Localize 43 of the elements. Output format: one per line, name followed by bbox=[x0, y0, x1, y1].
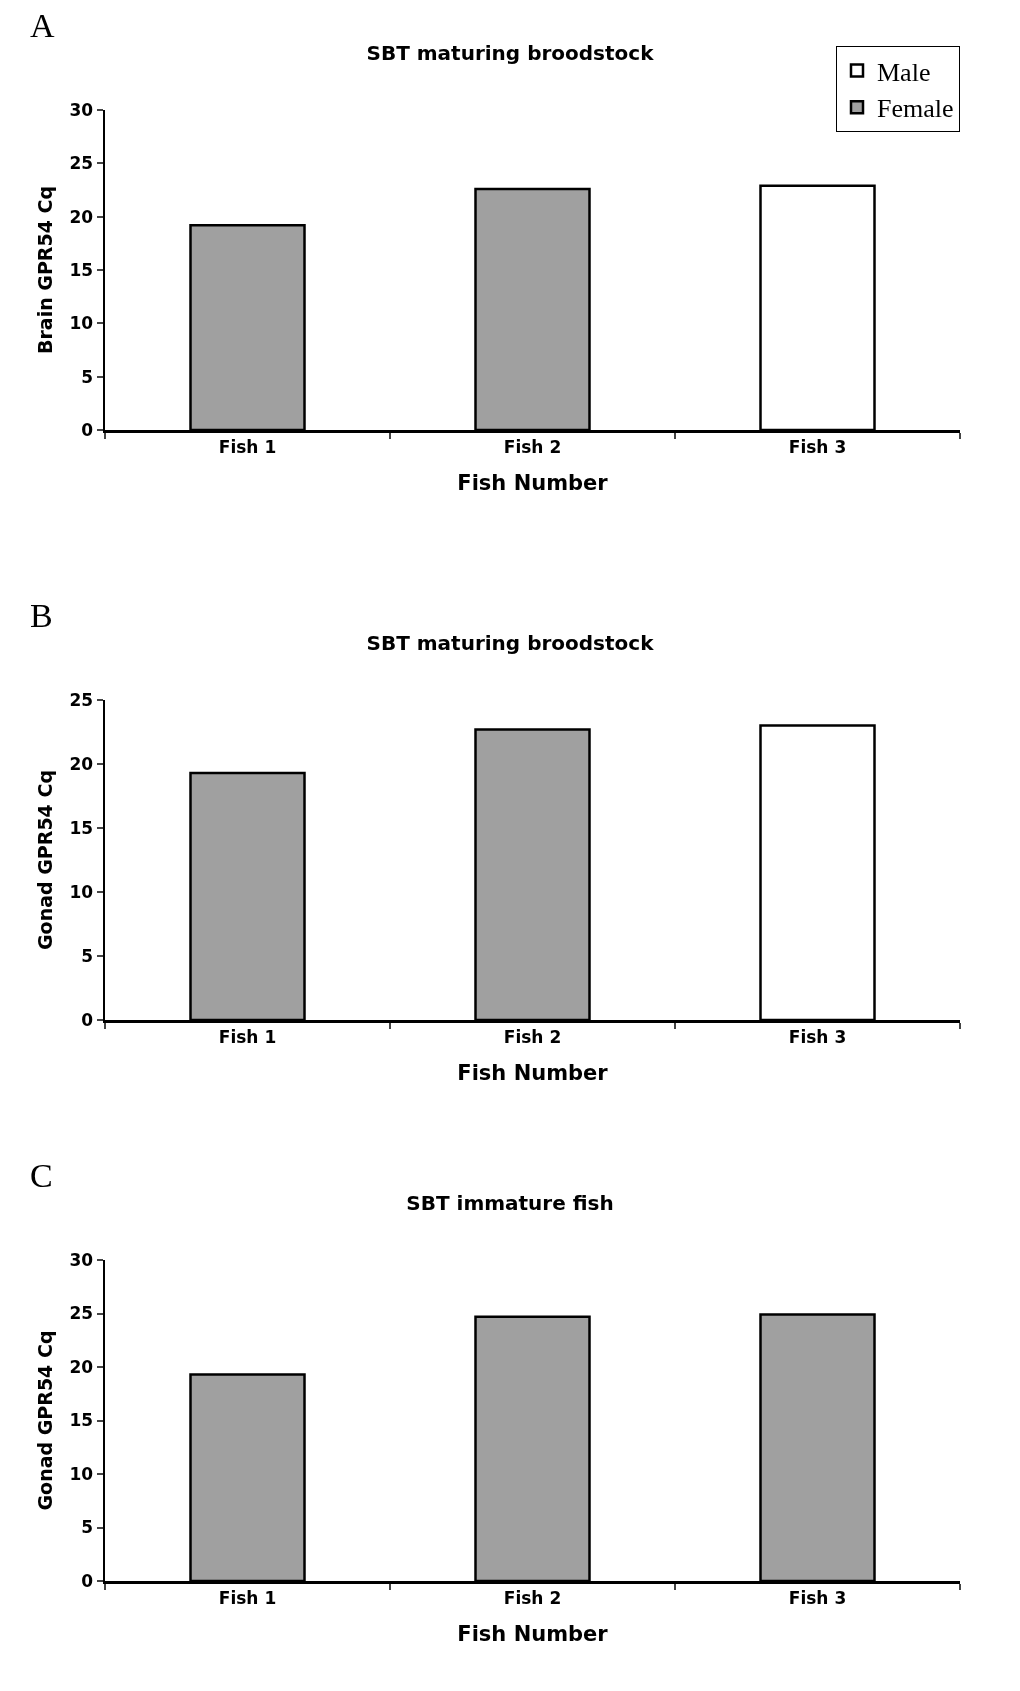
x-tick-label: Fish 2 bbox=[503, 1587, 562, 1608]
y-tick-label: 25 bbox=[69, 1303, 94, 1324]
legend-label: Female bbox=[877, 94, 954, 124]
x-axis-title: Fish Number bbox=[457, 1061, 609, 1086]
y-tick-label: 0 bbox=[81, 1570, 94, 1591]
legend-label: Male bbox=[877, 57, 931, 87]
chart-title: SBT maturing broodstock bbox=[366, 630, 655, 655]
x-tick-label: Fish 3 bbox=[788, 436, 847, 457]
chart-title: SBT maturing broodstock bbox=[366, 40, 655, 65]
x-tick-label: Fish 1 bbox=[218, 436, 277, 457]
y-axis-title: Gonad GPR54 Cq bbox=[34, 1330, 57, 1511]
y-axis-title: Brain GPR54 Cq bbox=[34, 185, 57, 355]
y-tick-label: 25 bbox=[69, 689, 94, 710]
y-tick-label: 5 bbox=[81, 945, 94, 966]
y-tick-label: 25 bbox=[69, 153, 94, 174]
y-tick-label: 5 bbox=[81, 366, 94, 387]
x-tick-label: Fish 2 bbox=[503, 1026, 562, 1047]
y-tick-label: 15 bbox=[69, 1410, 94, 1431]
x-tick-label: Fish 1 bbox=[218, 1587, 277, 1608]
y-tick-label: 30 bbox=[69, 1249, 94, 1270]
y-tick-label: 20 bbox=[69, 753, 94, 774]
x-tick-label: Fish 3 bbox=[788, 1587, 847, 1608]
text: C bbox=[30, 1157, 53, 1194]
y-tick-label: 0 bbox=[81, 1009, 94, 1030]
text: A bbox=[30, 7, 55, 44]
x-tick-label: Fish 2 bbox=[503, 436, 562, 457]
chart-title: SBT immature fish bbox=[406, 1190, 614, 1215]
text: B bbox=[30, 597, 53, 634]
y-tick-label: 10 bbox=[69, 881, 94, 902]
y-tick-label: 15 bbox=[69, 259, 94, 280]
y-tick-label: 20 bbox=[69, 206, 94, 227]
x-tick-label: Fish 1 bbox=[218, 1026, 277, 1047]
y-axis-title: Gonad GPR54 Cq bbox=[34, 770, 57, 950]
y-tick-label: 5 bbox=[81, 1517, 94, 1538]
x-axis-title: Fish Number bbox=[457, 1622, 609, 1647]
y-tick-label: 20 bbox=[69, 1356, 94, 1377]
x-axis-title: Fish Number bbox=[457, 471, 609, 496]
x-tick-label: Fish 3 bbox=[788, 1026, 847, 1047]
y-tick-label: 10 bbox=[69, 313, 94, 334]
y-tick-label: 10 bbox=[69, 1463, 94, 1484]
y-tick-label: 30 bbox=[69, 99, 94, 120]
y-tick-label: 0 bbox=[81, 419, 94, 440]
y-tick-label: 15 bbox=[69, 817, 94, 838]
